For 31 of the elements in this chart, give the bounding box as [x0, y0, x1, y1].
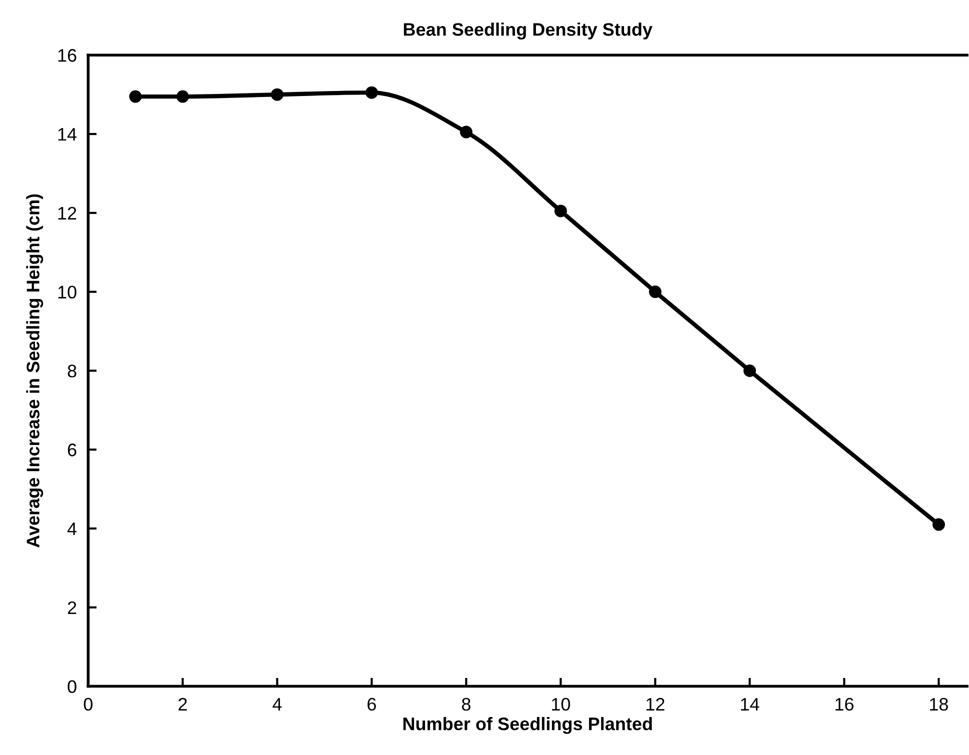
x-tick-label: 18 — [930, 698, 948, 711]
x-tick-label: 16 — [836, 698, 854, 711]
point — [554, 204, 567, 218]
x-tick-label: 14 — [741, 698, 760, 710]
x-tick-label: 6 — [368, 698, 376, 711]
y-axis-title: Average Increase in Seedling Height (cm) — [26, 194, 44, 548]
chart-title: Bean Seedling Density Study — [404, 22, 652, 40]
x-tick-label: 4 — [272, 698, 282, 710]
x-tick-label: 0 — [84, 698, 92, 711]
x-tick-label: 12 — [646, 698, 664, 710]
y-tick-label: 0 — [68, 680, 76, 694]
y-tick-label: 14 — [58, 128, 77, 141]
y-tick-label: 12 — [58, 206, 76, 220]
x-tick-label: 10 — [552, 698, 570, 711]
y-tick-label: 2 — [68, 601, 76, 614]
point — [176, 90, 189, 103]
x-tick-label: 8 — [462, 698, 470, 711]
x-tick-label: 2 — [178, 698, 187, 710]
y-tick-label: 6 — [68, 444, 76, 456]
point — [270, 88, 284, 101]
y-tick-label: 16 — [58, 49, 76, 62]
point — [460, 126, 472, 138]
y-tick-label: 4 — [67, 522, 77, 536]
point — [129, 90, 142, 103]
point — [365, 86, 378, 99]
y-tick-label: 8 — [68, 364, 76, 378]
point — [743, 364, 756, 377]
y-tick-label: 10 — [58, 286, 76, 299]
x-axis-title: Number of Seedlings Planted — [403, 717, 652, 734]
point — [648, 286, 662, 298]
point — [932, 518, 945, 531]
